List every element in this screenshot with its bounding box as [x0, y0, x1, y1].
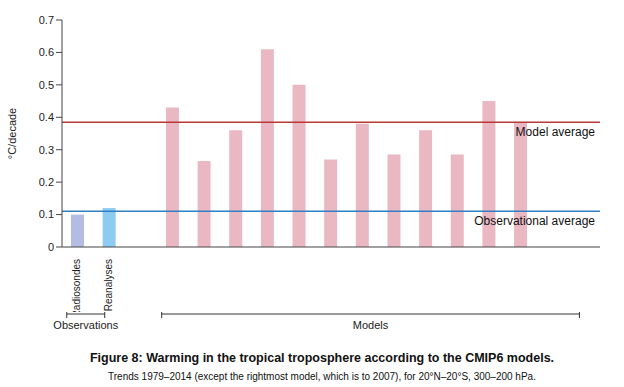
svg-text:Observations: Observations	[53, 319, 118, 331]
svg-text:0.3: 0.3	[39, 144, 54, 156]
svg-text:0: 0	[48, 241, 54, 253]
svg-text:0.7: 0.7	[39, 14, 54, 26]
svg-text:0.5: 0.5	[39, 79, 54, 91]
svg-text:Figure 8: Warming in the tropi: Figure 8: Warming in the tropical tropos…	[90, 351, 554, 365]
svg-text:0.1: 0.1	[39, 208, 54, 220]
svg-text:0.2: 0.2	[39, 176, 54, 188]
svg-text:Model average: Model average	[516, 125, 596, 139]
svg-text:°C/decade: °C/decade	[8, 108, 18, 160]
svg-text:Radiosondes: Radiosondes	[71, 259, 82, 312]
svg-text:Models: Models	[353, 319, 389, 331]
svg-text:Trends 1979–2014 (except the r: Trends 1979–2014 (except the rightmost m…	[108, 371, 536, 382]
svg-text:Observational average: Observational average	[474, 214, 595, 228]
svg-text:Reanalyses: Reanalyses	[103, 259, 114, 311]
svg-text:0.4: 0.4	[39, 111, 54, 123]
svg-text:0.6: 0.6	[39, 46, 54, 58]
